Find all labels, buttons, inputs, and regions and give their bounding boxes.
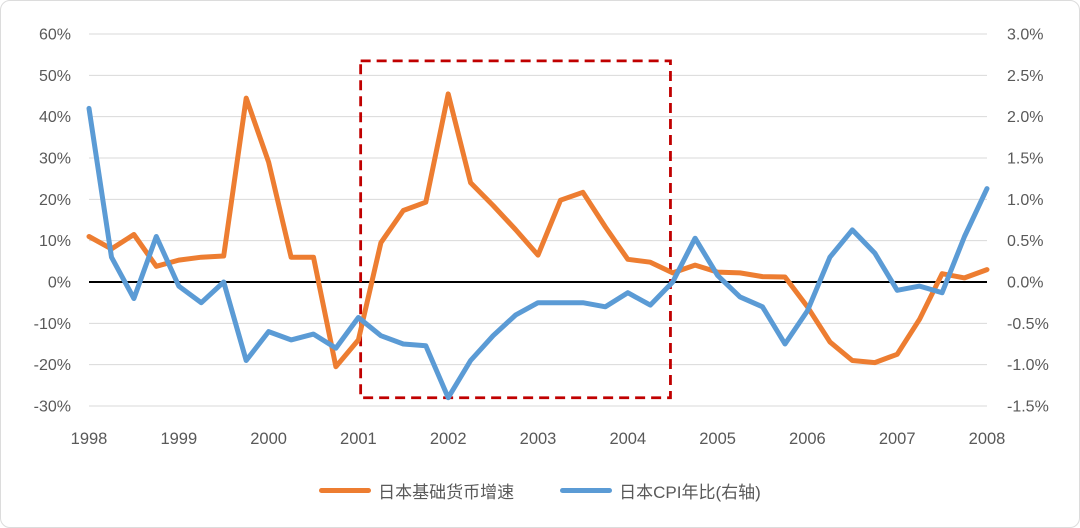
left-axis-tick-label: 30%: [39, 151, 71, 168]
left-axis-tick-label: -20%: [34, 357, 71, 374]
x-axis-year-label: 1998: [71, 430, 108, 448]
left-axis-tick-label: -10%: [34, 316, 71, 333]
left-axis-tick-label: 10%: [39, 233, 71, 250]
x-axis-year-label: 2003: [520, 430, 557, 448]
legend-item-base-money: 日本基础货币增速: [319, 478, 514, 503]
right-axis-tick-label: 1.5%: [1007, 151, 1043, 168]
legend-item-cpi: 日本CPI年比(右轴): [560, 478, 761, 503]
left-axis-tick-label: -30%: [34, 399, 71, 416]
right-axis-tick-label: 2.0%: [1007, 109, 1043, 126]
series-line-base-money: [86, 91, 990, 370]
legend-swatch-base-money: [319, 487, 372, 494]
series-line-cpi: [86, 105, 990, 401]
legend-label-cpi: 日本CPI年比(右轴): [619, 483, 761, 502]
left-axis-tick-label: 0%: [48, 275, 71, 292]
legend-label-base-money: 日本基础货币增速: [378, 483, 515, 502]
right-axis-tick-label: -0.5%: [1007, 316, 1049, 333]
left-axis-tick-label: 40%: [39, 109, 71, 126]
x-axis-year-label: 2007: [879, 430, 916, 448]
left-axis-tick-label: 50%: [39, 68, 71, 85]
x-axis-year-label: 2002: [430, 430, 467, 448]
right-axis-tick-label: 1.0%: [1007, 192, 1043, 209]
x-axis-year-label: 2001: [340, 430, 377, 448]
left-axis-tick-label: 20%: [39, 192, 71, 209]
annotation-dashed-box: [359, 59, 672, 400]
chart-legend: 日本基础货币增速 日本CPI年比(右轴): [1, 478, 1079, 503]
x-axis-year-label: 2004: [609, 430, 646, 448]
x-axis-year-label: 2006: [789, 430, 826, 448]
x-axis-year-label: 2005: [699, 430, 736, 448]
x-axis-year-label: 1999: [160, 430, 197, 448]
x-axis-year-label: 2000: [250, 430, 287, 448]
right-axis-tick-label: 0.0%: [1007, 275, 1043, 292]
right-axis-tick-label: 3.0%: [1007, 27, 1043, 44]
right-axis-tick-label: -1.0%: [1007, 357, 1049, 374]
left-axis-tick-label: 60%: [39, 27, 71, 44]
x-axis-year-label: 2008: [969, 430, 1006, 448]
legend-swatch-cpi: [560, 487, 613, 494]
right-axis-tick-label: 2.5%: [1007, 68, 1043, 85]
right-axis-tick-label: -1.5%: [1007, 399, 1049, 416]
right-axis-tick-label: 0.5%: [1007, 233, 1043, 250]
